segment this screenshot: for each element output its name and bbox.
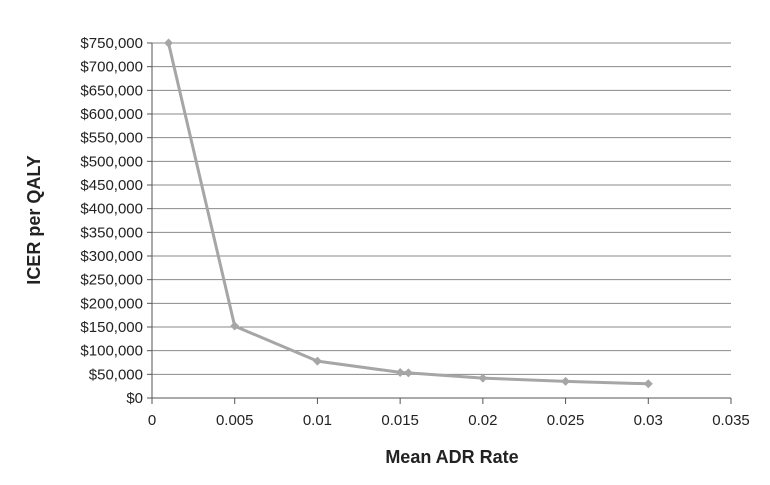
y-tick-label: $350,000 bbox=[80, 224, 143, 241]
series-line bbox=[167, 42, 649, 386]
y-tick-label: $450,000 bbox=[80, 177, 143, 194]
y-tick-label: $500,000 bbox=[80, 153, 143, 170]
gridlines bbox=[152, 42, 731, 375]
y-tick-label: $650,000 bbox=[80, 82, 143, 99]
y-tick-label: $200,000 bbox=[80, 295, 143, 312]
y-axis-title: ICER per QALY bbox=[24, 155, 44, 284]
data-point-marker bbox=[561, 376, 571, 386]
x-tick-label: 0.025 bbox=[547, 412, 585, 429]
y-tick-label: $550,000 bbox=[80, 130, 143, 147]
x-tick-label: 0.02 bbox=[468, 412, 497, 429]
y-tick-label: $150,000 bbox=[80, 319, 143, 336]
x-axis-tick-labels: 0 0.005 0.01 0.015 0.02 0.025 0.03 0.035 bbox=[148, 412, 750, 429]
data-point-marker bbox=[478, 373, 488, 383]
x-tick-label: 0.015 bbox=[381, 412, 419, 429]
data-point-marker bbox=[395, 367, 405, 377]
x-tick-label: 0.03 bbox=[634, 412, 663, 429]
y-tick-label: $400,000 bbox=[80, 201, 143, 218]
x-tick-label: 0.01 bbox=[303, 412, 332, 429]
y-tick-label: $700,000 bbox=[80, 59, 143, 76]
y-tick-label: $100,000 bbox=[80, 343, 143, 360]
data-point-marker bbox=[230, 321, 240, 331]
y-tick-label: $250,000 bbox=[80, 272, 143, 289]
axes bbox=[147, 42, 732, 404]
data-point-marker bbox=[164, 38, 174, 48]
y-tick-label: $750,000 bbox=[80, 35, 143, 52]
y-axis-tick-labels: $0 $50,000 $100,000 $150,000 $200,000 $250,00… bbox=[80, 35, 143, 407]
data-point-marker bbox=[312, 356, 322, 366]
x-tick-label: 0.005 bbox=[216, 412, 254, 429]
data-series bbox=[164, 38, 653, 389]
y-tick-label: $0 bbox=[126, 390, 143, 407]
y-tick-label: $300,000 bbox=[80, 248, 143, 265]
x-tick-label: 0 bbox=[148, 412, 156, 429]
data-point-marker bbox=[403, 368, 413, 378]
y-tick-label: $50,000 bbox=[89, 366, 143, 383]
data-point-marker bbox=[643, 379, 653, 389]
y-tick-label: $600,000 bbox=[80, 106, 143, 123]
x-axis-title: Mean ADR Rate bbox=[385, 447, 518, 467]
x-tick-label: 0.035 bbox=[712, 412, 750, 429]
